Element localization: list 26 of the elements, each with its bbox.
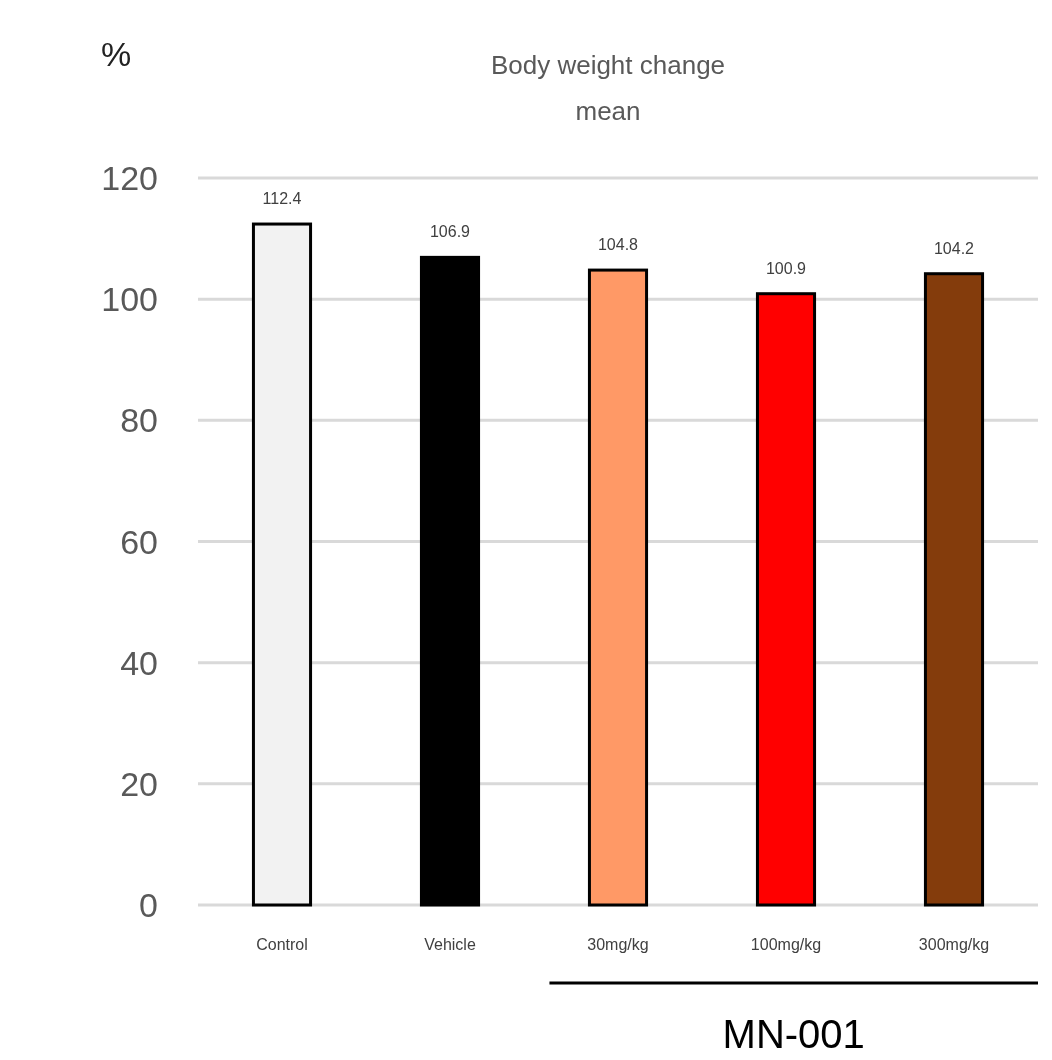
x-tick-label: 300mg/kg [918, 936, 990, 953]
chart-title: Body weight change [490, 50, 726, 80]
y-tick-label: 120 [101, 159, 158, 197]
bar [419, 255, 481, 907]
y-tick-label: 60 [120, 522, 158, 561]
y-tick-label: 40 [120, 643, 158, 682]
bar [587, 268, 649, 907]
x-tick-label: Control [256, 936, 308, 953]
y-tick-label: 100 [101, 280, 158, 319]
x-tick-label: Vehicle [424, 936, 476, 953]
x-tick-label: 30mg/kg [587, 936, 649, 953]
y-tick-label: 80 [120, 401, 158, 440]
chart-subtitle: mean [575, 96, 641, 126]
y-tick-label: 20 [120, 764, 158, 803]
data-label: 104.8 [597, 236, 639, 254]
data-label: 106.9 [429, 223, 471, 241]
text: MN-001 [722, 1012, 865, 1056]
data-label: 104.2 [933, 239, 975, 257]
y-tick-label: 0 [139, 886, 158, 924]
bar [251, 222, 313, 907]
y-axis-title: % [100, 35, 132, 73]
bar [923, 272, 985, 907]
x-tick-label: 100mg/kg [750, 936, 822, 953]
bar [755, 292, 817, 907]
data-label: 112.4 [262, 190, 302, 208]
data-label: 100.9 [765, 259, 807, 277]
